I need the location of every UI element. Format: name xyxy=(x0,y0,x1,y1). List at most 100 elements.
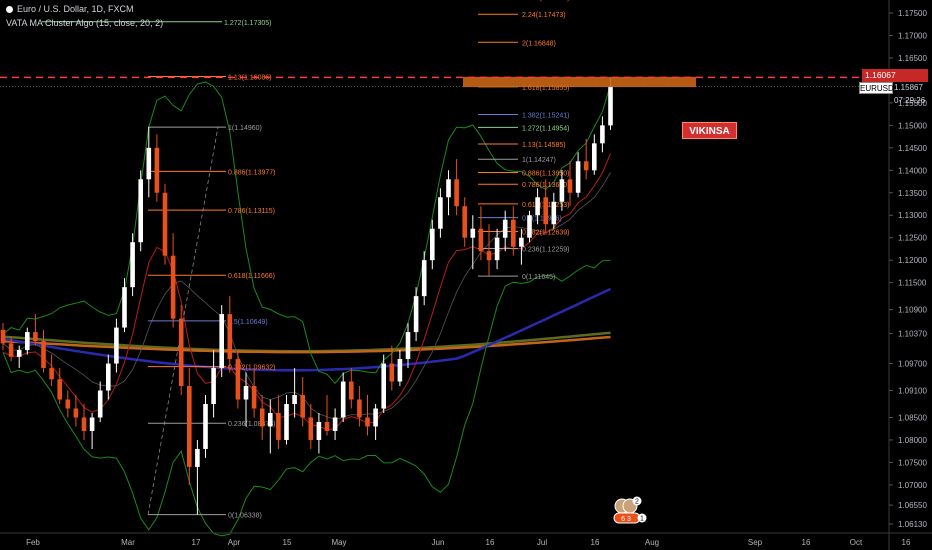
candle-body xyxy=(211,368,216,405)
candle-body xyxy=(340,381,346,418)
candle-body xyxy=(583,161,589,171)
candle-body xyxy=(8,343,14,357)
candle-body xyxy=(535,197,540,216)
price-tick-label: 1.13000 xyxy=(898,211,927,220)
time-tick-label: 16 xyxy=(591,538,600,547)
candle-body xyxy=(559,179,565,202)
price-tick-label: 1.10370 xyxy=(898,329,927,338)
time-tick-label: Feb xyxy=(26,538,40,547)
candle-body xyxy=(421,260,427,297)
candle-body xyxy=(73,408,79,418)
candle-body xyxy=(462,206,467,238)
price-tick-label: 1.17500 xyxy=(898,9,927,18)
fib-left-label: 0.886(1.13977) xyxy=(228,169,275,176)
candle-body xyxy=(365,417,370,427)
time-tick-label: 16 xyxy=(802,538,811,547)
overlay-layer xyxy=(0,76,889,88)
symbol-price: 1.15867 xyxy=(894,83,923,92)
candle-body xyxy=(486,251,492,261)
legend-dot xyxy=(6,6,13,14)
price-tick-label: 1.07000 xyxy=(898,481,927,490)
candle-body xyxy=(446,179,451,198)
candle-body xyxy=(567,179,573,193)
fib-right-label: 2.272(1.17856) xyxy=(522,0,569,2)
candle-body xyxy=(405,332,411,360)
event-badge-icon[interactable]: 2 6 3 1 xyxy=(612,496,648,526)
price-tick-label: 1.09700 xyxy=(898,360,927,369)
fib-right-label: 2.24(1.17473) xyxy=(522,12,566,19)
candle-body xyxy=(114,327,119,364)
candle-body xyxy=(49,368,54,380)
candle-body xyxy=(430,228,435,261)
candle-body xyxy=(97,390,103,418)
candles-layer xyxy=(0,77,613,515)
candle-body xyxy=(146,147,152,180)
candle-body xyxy=(138,179,143,243)
time-tick-label: Apr xyxy=(228,538,241,547)
fib-right-label: 1.272(1.14954) xyxy=(522,125,569,132)
price-tick-label: 1.06130 xyxy=(898,520,927,529)
candle-body xyxy=(25,332,30,351)
price-tick-label: 1.10900 xyxy=(898,306,927,315)
ma-red-line xyxy=(2,153,611,431)
fib-right-label: 0.236(1.12259) xyxy=(522,247,569,254)
candle-body xyxy=(227,314,233,360)
fib-left-label: 0.236(1.08373) xyxy=(228,421,275,428)
time-tick-label: Mar xyxy=(121,538,135,547)
fib-left-label: 0(1.06338) xyxy=(228,513,262,520)
candle-body xyxy=(389,363,395,382)
ma-blue-line xyxy=(2,287,612,372)
candle-body xyxy=(511,219,516,247)
time-tick-label: 16 xyxy=(902,538,911,547)
fib-left-label: 0.382(1.09632) xyxy=(228,365,275,372)
fib-left-label: 1(1.14960) xyxy=(228,125,262,132)
candle-body xyxy=(89,417,95,431)
fib-right-label: 1(1.14247) xyxy=(522,157,556,164)
candle-body xyxy=(16,350,22,357)
fib-left-label: 1.13(1.16086) xyxy=(228,75,272,82)
candle-body xyxy=(413,296,419,333)
time-tick-label: May xyxy=(331,538,346,547)
candle-body xyxy=(195,448,200,467)
candle-body xyxy=(178,318,184,387)
candle-body xyxy=(543,197,548,225)
candle-body xyxy=(0,329,6,344)
badge-side-count: 1 xyxy=(640,516,644,523)
candle-body xyxy=(397,359,403,382)
badge-pill-text: 6 3 xyxy=(621,516,631,523)
fib-right-label: 1.382(1.15241) xyxy=(522,113,569,120)
candle-body xyxy=(381,363,386,409)
candle-body xyxy=(203,404,208,449)
price-tick-label: 1.15000 xyxy=(898,121,927,130)
price-tick-label: 1.06550 xyxy=(898,501,927,510)
countdown-tag: 07:29:26 xyxy=(894,96,926,105)
price-tick-label: 1.09100 xyxy=(898,387,927,396)
fib-left-label: 0.618(1.11666) xyxy=(228,273,275,280)
candle-body xyxy=(373,408,378,427)
band-middle-line xyxy=(2,172,611,420)
fib-right-label: 0.886(1.13950) xyxy=(522,171,569,178)
candle-body xyxy=(81,417,87,431)
legend-indicator[interactable]: VATA MA Cluster Algo (15, close, 20, 2) xyxy=(6,18,163,28)
time-tick-label: 16 xyxy=(486,538,495,547)
time-tick-label: Aug xyxy=(645,538,659,547)
candle-body xyxy=(268,412,273,427)
candle-body xyxy=(259,408,265,427)
candle-body xyxy=(357,399,362,418)
time-tick-label: Jul xyxy=(537,538,547,547)
legend-indicator-text: VATA MA Cluster Algo (15, close, 20, 2) xyxy=(6,18,164,28)
candle-body xyxy=(592,143,597,171)
time-tick-label: 15 xyxy=(283,538,292,547)
time-tick-label: Sep xyxy=(748,538,763,547)
band-upper-line xyxy=(2,81,611,385)
fib-left-label: 0.786(1.13115) xyxy=(228,208,275,215)
fib-left-label: 1.272(1.17305) xyxy=(224,20,271,27)
price-tick-label: 1.13500 xyxy=(898,189,927,198)
price-tick-label: 1.12500 xyxy=(898,234,927,243)
candle-body xyxy=(41,341,46,369)
price-tick-label: 1.12000 xyxy=(898,256,927,265)
candle-body xyxy=(33,332,38,342)
candle-body xyxy=(438,197,443,229)
